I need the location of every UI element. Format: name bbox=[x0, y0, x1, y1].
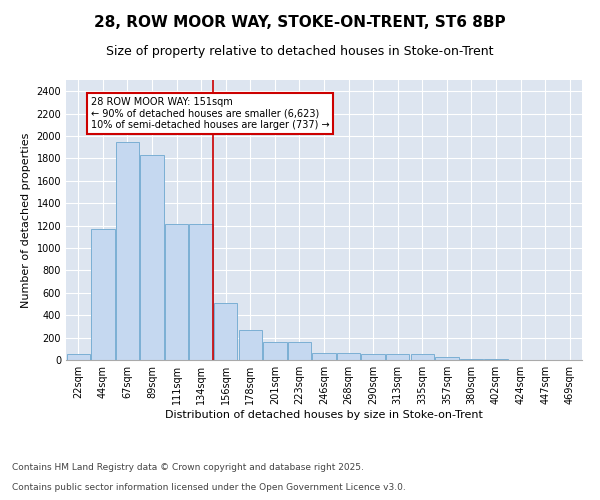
Bar bbox=[239, 330, 262, 360]
Text: Size of property relative to detached houses in Stoke-on-Trent: Size of property relative to detached ho… bbox=[106, 45, 494, 58]
Text: Contains HM Land Registry data © Crown copyright and database right 2025.: Contains HM Land Registry data © Crown c… bbox=[12, 464, 364, 472]
Text: 28, ROW MOOR WAY, STOKE-ON-TRENT, ST6 8BP: 28, ROW MOOR WAY, STOKE-ON-TRENT, ST6 8B… bbox=[94, 15, 506, 30]
X-axis label: Distribution of detached houses by size in Stoke-on-Trent: Distribution of detached houses by size … bbox=[165, 410, 483, 420]
Bar bbox=[386, 354, 409, 360]
Bar bbox=[214, 303, 238, 360]
Bar bbox=[410, 354, 434, 360]
Bar bbox=[435, 356, 458, 360]
Bar bbox=[91, 229, 115, 360]
Bar bbox=[263, 342, 287, 360]
Bar bbox=[337, 352, 360, 360]
Text: Contains public sector information licensed under the Open Government Licence v3: Contains public sector information licen… bbox=[12, 484, 406, 492]
Bar bbox=[288, 342, 311, 360]
Bar bbox=[361, 354, 385, 360]
Bar bbox=[313, 352, 335, 360]
Bar bbox=[165, 224, 188, 360]
Y-axis label: Number of detached properties: Number of detached properties bbox=[21, 132, 31, 308]
Bar bbox=[140, 155, 164, 360]
Bar bbox=[460, 359, 483, 360]
Bar bbox=[67, 354, 90, 360]
Bar bbox=[190, 224, 213, 360]
Text: 28 ROW MOOR WAY: 151sqm
← 90% of detached houses are smaller (6,623)
10% of semi: 28 ROW MOOR WAY: 151sqm ← 90% of detache… bbox=[91, 97, 329, 130]
Bar bbox=[116, 142, 139, 360]
